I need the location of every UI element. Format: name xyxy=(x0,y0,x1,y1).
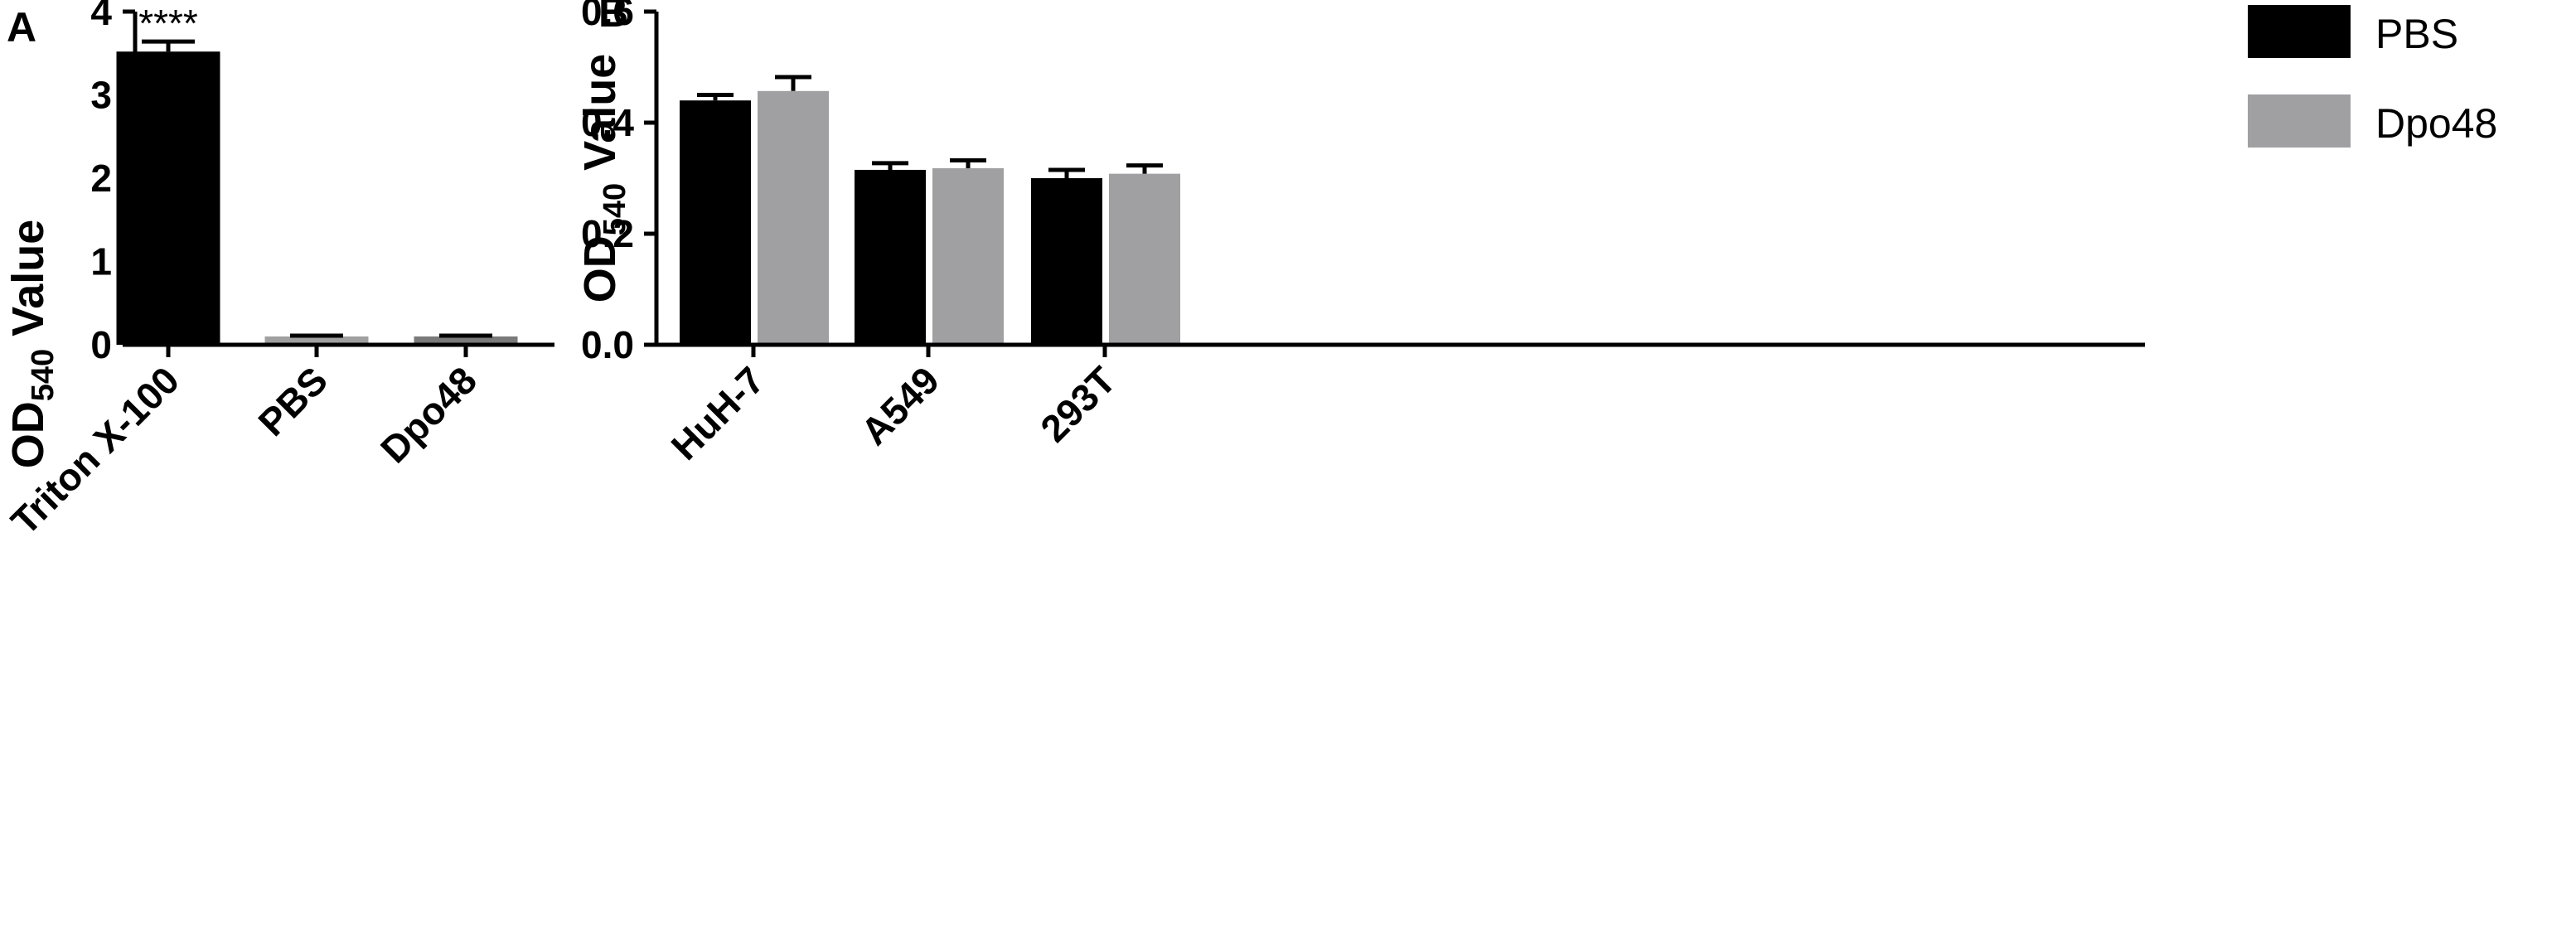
panel-b-bar-293t-dpo48 xyxy=(1109,173,1180,345)
panel-b-y-axis-title: OD540 Value xyxy=(575,54,632,303)
panel-a-significance-annotation: **** xyxy=(138,2,198,45)
panel-b-bar-group-293t xyxy=(1031,163,1180,345)
panel-a-bar-dpo48 xyxy=(414,336,518,345)
panel-b-x-tick-0: HuH-7 xyxy=(663,345,773,468)
panel-a-bar-group-1 xyxy=(264,333,369,345)
panel-b-bar-huh7-pbs xyxy=(680,100,751,345)
panel-a-y-tick-label-0: 0 xyxy=(90,323,112,366)
panel-a-x-tick-label-pbs: PBS xyxy=(249,358,336,444)
panel-a-bar-triton xyxy=(116,51,220,346)
panel-a-y-axis-title-subscript: 540 xyxy=(26,349,61,401)
panel-b-error-bar-huh7-pbs xyxy=(697,93,734,101)
panel-b-bars xyxy=(680,75,1180,345)
panel-b-bar-huh7-dpo48 xyxy=(758,90,829,345)
panel-a: A OD540 Value 0 1 2 3 4 **** xyxy=(2,0,554,543)
panel-b-y-ticks: 0.0 0.2 0.4 0.6 xyxy=(581,0,656,366)
panel-a-y-tick-label-3: 3 xyxy=(90,74,112,117)
panel-b-x-ticks: HuH-7 A549 293T xyxy=(663,345,1124,468)
panel-b-x-tick-1: A549 xyxy=(853,345,948,453)
panel-b-x-tick-2: 293T xyxy=(1032,345,1124,450)
panel-a-y-axis-title-tail: Value xyxy=(3,220,53,349)
panel-a-x-ticks: Triton X-100 PBS Dpo48 xyxy=(2,345,485,543)
panel-b-y-tick-3: 0.6 xyxy=(581,0,656,33)
panel-a-error-bar-triton xyxy=(142,39,195,52)
panel-a-x-tick-1: PBS xyxy=(249,345,336,444)
panel-b-y-tick-label-2: 0.4 xyxy=(581,101,634,144)
legend-swatch-pbs xyxy=(2248,5,2351,58)
panel-a-y-tick-label-2: 2 xyxy=(90,157,112,200)
panel-a-bar-group-0 xyxy=(116,39,220,346)
panel-a-y-tick-4: 4 xyxy=(90,0,135,33)
panel-a-y-tick-label-4: 4 xyxy=(90,0,112,33)
panel-b: B OD540 Value 0.0 0.2 0.4 0.6 xyxy=(575,0,2497,468)
panel-b-x-tick-label-a549: A549 xyxy=(853,358,948,453)
panel-b-error-bar-293t-pbs xyxy=(1048,167,1085,178)
panel-a-bar-group-2 xyxy=(414,333,518,345)
panel-a-letter: A xyxy=(7,4,36,51)
panel-b-error-bar-a549-dpo48 xyxy=(950,158,986,168)
panel-b-y-tick-2: 0.4 xyxy=(581,101,656,144)
panel-b-x-tick-label-huh7: HuH-7 xyxy=(663,358,773,468)
panel-b-legend: PBS Dpo48 xyxy=(2248,5,2497,148)
panel-b-y-axis-title-main: OD xyxy=(575,235,625,303)
panel-b-bar-a549-dpo48 xyxy=(932,167,1004,345)
legend-label-dpo48: Dpo48 xyxy=(2375,100,2497,147)
panel-b-bar-293t-pbs xyxy=(1031,178,1102,345)
panel-a-x-tick-label-dpo48: Dpo48 xyxy=(372,358,485,471)
panel-b-y-tick-label-0: 0.0 xyxy=(581,323,634,366)
panel-b-y-axis-title-subscript: 540 xyxy=(598,183,632,235)
panel-b-y-tick-1: 0.2 xyxy=(581,212,656,255)
panel-b-x-tick-label-293t: 293T xyxy=(1032,358,1124,450)
panel-b-y-tick-0: 0.0 xyxy=(581,323,656,366)
panel-a-y-axis-title-main: OD xyxy=(3,401,53,468)
panel-a-bar-pbs xyxy=(264,336,369,345)
panel-b-error-bar-huh7-dpo48 xyxy=(775,75,811,91)
legend-swatch-dpo48 xyxy=(2248,94,2351,148)
panel-a-bars xyxy=(116,39,518,346)
legend-item-dpo48: Dpo48 xyxy=(2248,94,2497,148)
panel-b-bar-group-huh7 xyxy=(680,75,829,345)
panel-b-y-axis-title-tail: Value xyxy=(575,54,625,183)
panel-b-bar-a549-pbs xyxy=(855,169,926,345)
panel-a-x-tick-2: Dpo48 xyxy=(372,345,485,471)
panel-b-bar-group-a549 xyxy=(855,158,1004,345)
panel-a-y-axis-title: OD540 Value xyxy=(3,220,61,469)
panel-b-letter: B xyxy=(598,0,628,36)
panel-b-y-tick-label-1: 0.2 xyxy=(581,212,634,255)
panel-b-error-bar-a549-pbs xyxy=(872,161,908,170)
legend-label-pbs: PBS xyxy=(2375,11,2458,57)
panel-a-y-tick-label-1: 1 xyxy=(90,240,112,283)
legend-item-pbs: PBS xyxy=(2248,5,2458,58)
panel-b-error-bar-293t-dpo48 xyxy=(1126,163,1163,174)
panel-b-y-tick-label-3: 0.6 xyxy=(581,0,634,33)
